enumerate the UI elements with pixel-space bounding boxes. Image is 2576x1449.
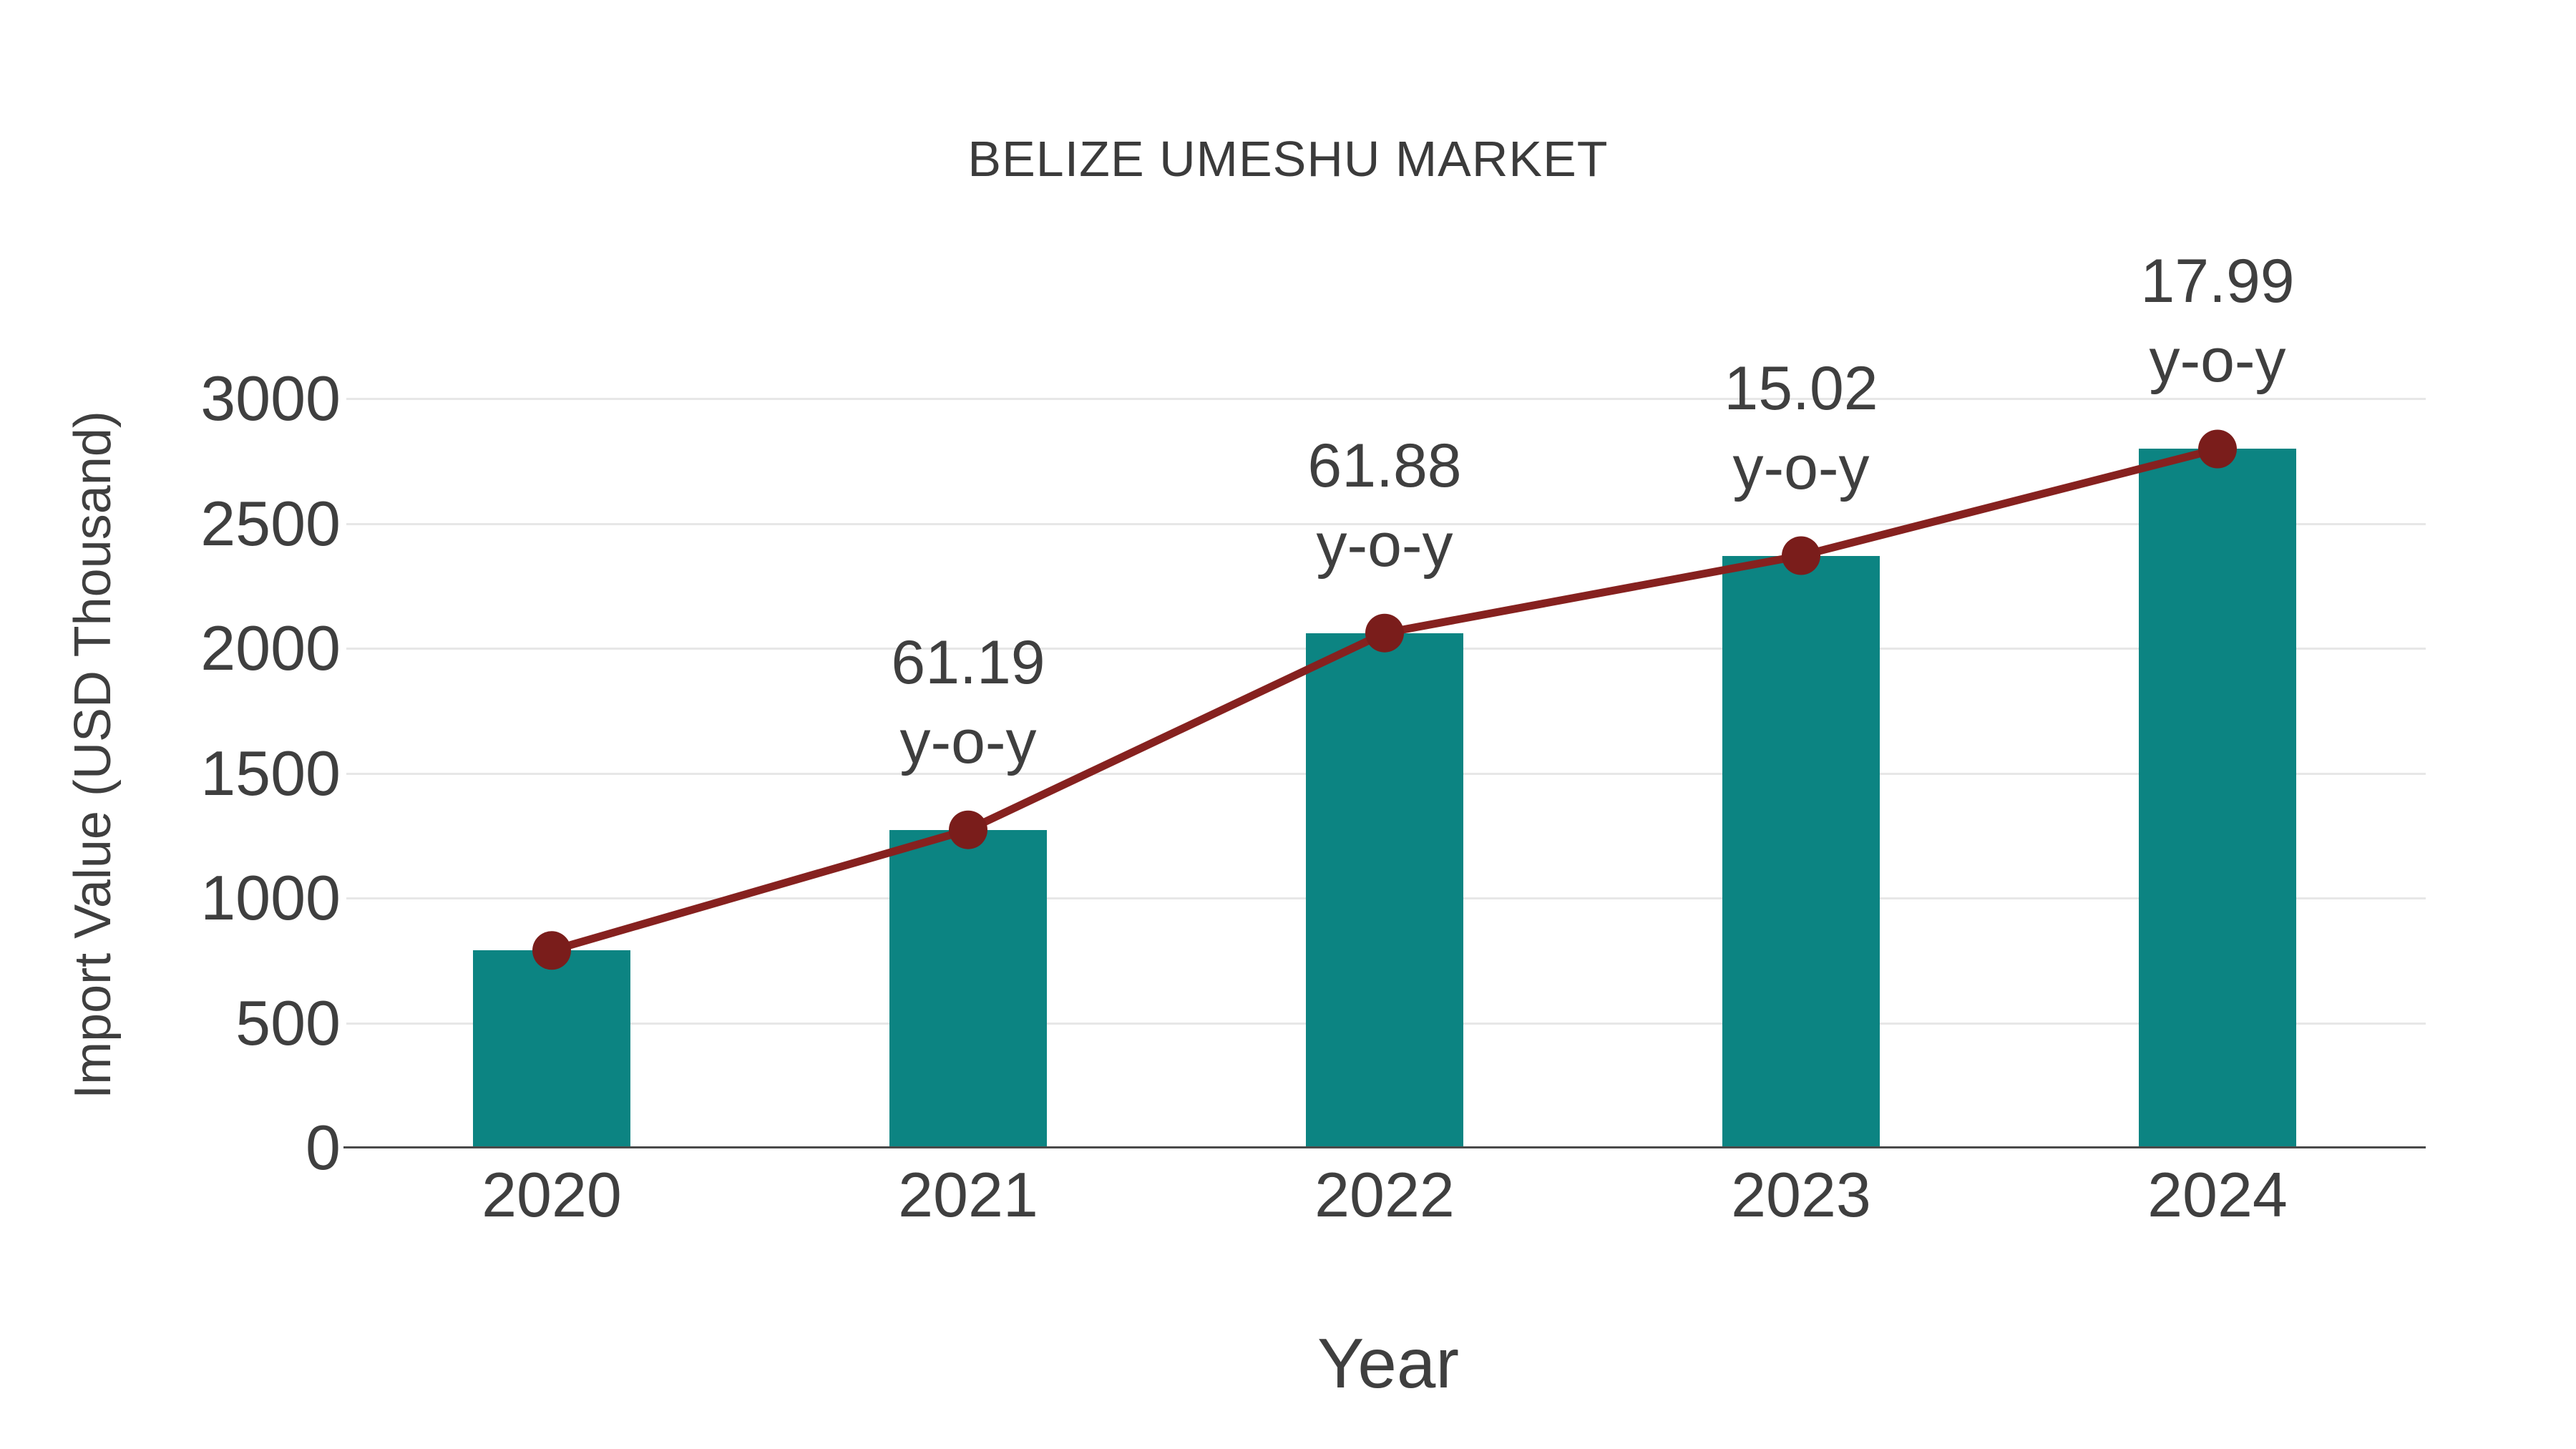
yoy-annotation: 17.99 y-o-y — [2140, 242, 2294, 401]
x-tick-label: 2021 — [898, 1159, 1038, 1230]
bar[interactable] — [473, 950, 630, 1148]
y-tick-label: 3000 — [200, 363, 341, 434]
y-tick-label: 0 — [306, 1112, 341, 1183]
x-tick-label: 2020 — [482, 1159, 622, 1230]
yoy-annotation: 61.88 y-o-y — [1307, 426, 1461, 585]
x-tick-label: 2023 — [1731, 1159, 1871, 1230]
bar[interactable] — [1306, 633, 1463, 1148]
yoy-annotation-value: 15.02 — [1724, 353, 1878, 423]
bar[interactable] — [889, 829, 1047, 1148]
x-axis-line — [343, 1146, 2426, 1148]
yoy-annotation: 61.19 y-o-y — [891, 623, 1045, 782]
bar[interactable] — [1722, 555, 1880, 1148]
y-tick-label: 1500 — [200, 737, 341, 809]
yoy-annotation-suffix: y-o-y — [1316, 510, 1453, 580]
yoy-annotation-value: 17.99 — [2140, 247, 2295, 316]
x-axis-title: Year — [1317, 1324, 1459, 1402]
x-tick-label: 2022 — [1314, 1159, 1455, 1230]
y-tick-label: 2000 — [200, 613, 341, 683]
x-tick-label: 2024 — [2147, 1159, 2288, 1230]
y-tick-label: 2500 — [200, 487, 341, 559]
yoy-annotation: 15.02 y-o-y — [1724, 349, 1878, 508]
y-tick-label: 500 — [235, 987, 341, 1058]
y-tick-label: 1000 — [200, 862, 341, 933]
yoy-annotation-suffix: y-o-y — [899, 707, 1037, 776]
chart-title: BELIZE UMESHU MARKET — [967, 131, 1609, 187]
yoy-annotation-suffix: y-o-y — [2149, 326, 2286, 396]
bar[interactable] — [2139, 449, 2296, 1148]
yoy-annotation-suffix: y-o-y — [1732, 433, 1870, 502]
yoy-annotation-value: 61.19 — [891, 628, 1045, 697]
yoy-annotation-value: 61.88 — [1307, 431, 1462, 500]
grid-line — [346, 398, 2426, 400]
